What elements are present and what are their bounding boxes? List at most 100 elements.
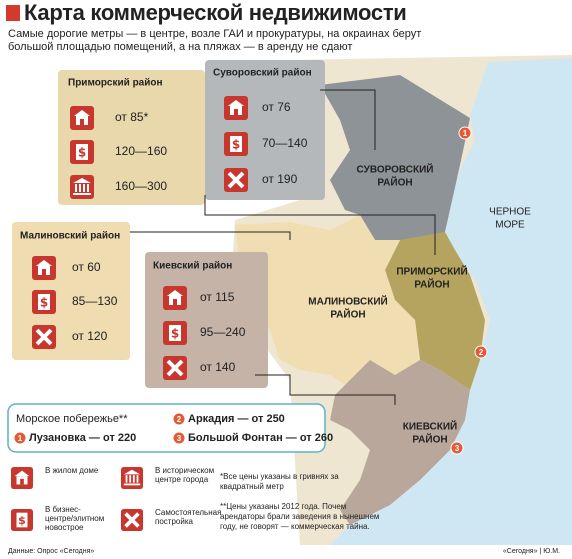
icon-sign: $ bbox=[78, 146, 86, 160]
box-malinovsky bbox=[12, 222, 130, 360]
icon-tool bbox=[124, 512, 140, 528]
icon-doc bbox=[76, 144, 88, 160]
connector bbox=[130, 231, 291, 240]
coast-marker bbox=[173, 413, 185, 425]
price: от 85* bbox=[115, 110, 149, 124]
icon-columns bbox=[121, 467, 143, 489]
map-marker bbox=[474, 345, 488, 359]
box-suvorovsky bbox=[205, 60, 325, 200]
district-malinovsky bbox=[235, 215, 420, 385]
icon-col bbox=[79, 184, 81, 192]
coast-marker bbox=[14, 432, 26, 444]
icon-sign: $ bbox=[18, 514, 26, 527]
credit: «Сегодня» | Ю.М. bbox=[502, 548, 560, 555]
icon-doc bbox=[230, 136, 242, 152]
district-primorsky bbox=[385, 232, 485, 390]
legend-text: В историческом центре города bbox=[155, 466, 215, 484]
coast-title: Морское побережье** bbox=[16, 413, 128, 425]
district-title: Малиновский район bbox=[20, 231, 120, 242]
district-title: Суворовский район bbox=[213, 68, 312, 79]
icon-dollar: $ bbox=[11, 509, 33, 531]
icon-door bbox=[20, 478, 24, 485]
map-marker-num: 2 bbox=[479, 348, 484, 357]
map-label: РАЙОН bbox=[330, 308, 365, 321]
icon-tools bbox=[224, 168, 248, 192]
icon-door bbox=[173, 299, 177, 305]
source: Данные: Опрос «Сегодня» bbox=[8, 548, 95, 555]
icon-roof bbox=[123, 469, 141, 475]
icon-tool bbox=[166, 359, 184, 377]
map-label: РАЙОН bbox=[377, 176, 412, 189]
map-label: МОРЕ bbox=[495, 220, 525, 231]
icon-dollar: $ bbox=[163, 321, 187, 345]
subtitle: Самые дорогие метры — в центре, возле ГА… bbox=[8, 28, 422, 53]
price: от 140 bbox=[200, 360, 236, 374]
icon-dollar: $ bbox=[224, 132, 248, 156]
district-suvorovsky bbox=[320, 75, 470, 250]
icon-col bbox=[75, 184, 77, 192]
icon-base bbox=[73, 193, 91, 195]
price: 70—140 bbox=[262, 136, 308, 150]
icon-tools bbox=[32, 325, 56, 349]
icon-house bbox=[224, 96, 248, 120]
legend-text: В бизнес-центре/элитном новострое bbox=[45, 505, 105, 532]
price: от 60 bbox=[72, 260, 101, 274]
icon-door bbox=[42, 269, 46, 275]
icon-door bbox=[80, 119, 84, 125]
icon-tool bbox=[227, 171, 245, 189]
legend-text: В жилом доме bbox=[45, 466, 99, 475]
coast-item: Аркадия — от 250 bbox=[188, 413, 285, 425]
box-primorsky bbox=[58, 70, 205, 205]
map-label: ПРИМОРСКИЙ bbox=[396, 265, 467, 278]
icon-door bbox=[234, 109, 238, 115]
connector bbox=[255, 374, 396, 405]
icon-col bbox=[87, 184, 89, 192]
icon-sign: $ bbox=[171, 327, 179, 341]
map-label: СУВОРОВСКИЙ bbox=[357, 163, 434, 176]
connectors bbox=[130, 89, 436, 405]
connector bbox=[204, 195, 436, 255]
icon-dollar: $ bbox=[70, 140, 94, 164]
icon-col bbox=[83, 184, 85, 192]
icon-roof bbox=[228, 100, 244, 106]
legend-text: Самостоятельная постройка bbox=[155, 508, 222, 526]
coast-item: Большой Фонтан — от 260 bbox=[188, 432, 333, 444]
icon-dollar: $ bbox=[32, 290, 56, 314]
icon-col bbox=[132, 475, 135, 483]
icon-doc bbox=[169, 325, 181, 341]
icon-base bbox=[123, 483, 141, 486]
price: от 115 bbox=[200, 290, 235, 304]
price: от 76 bbox=[262, 100, 291, 114]
price: от 190 bbox=[262, 172, 298, 186]
icon-roof bbox=[73, 178, 91, 183]
icon-house bbox=[11, 467, 33, 489]
map-marker bbox=[458, 126, 472, 140]
price: 95—240 bbox=[200, 325, 246, 339]
icon-sign: $ bbox=[40, 296, 48, 310]
icon-doc bbox=[38, 294, 50, 310]
icon-house bbox=[32, 256, 56, 280]
price: от 120 bbox=[72, 329, 108, 343]
coast-marker bbox=[173, 432, 185, 444]
price: 160—300 bbox=[115, 179, 167, 193]
district-title: Киевский район bbox=[153, 261, 232, 272]
icon-col bbox=[136, 475, 139, 483]
icon-roof bbox=[14, 470, 30, 477]
map-label: РАЙОН bbox=[412, 433, 447, 446]
icon-tool bbox=[35, 328, 53, 346]
map-label: КИЕВСКИЙ bbox=[403, 420, 458, 433]
map-marker bbox=[450, 441, 464, 455]
connector bbox=[320, 89, 376, 150]
note: **Цены указаны 2012 года. Почем арендато… bbox=[220, 502, 380, 531]
icon-house bbox=[163, 286, 187, 310]
title-marker bbox=[6, 5, 20, 21]
map-label: РАЙОН bbox=[414, 278, 449, 291]
icon-sign: $ bbox=[232, 138, 240, 152]
icon-tools bbox=[163, 356, 187, 380]
coast-item: Лузановка — от 220 bbox=[29, 432, 136, 444]
map-label: МАЛИНОВСКИЙ bbox=[308, 295, 387, 308]
map-marker-num: 3 bbox=[455, 444, 460, 453]
sea bbox=[330, 58, 572, 545]
note: *Все цены указаны в гривнях за квадратны… bbox=[220, 472, 339, 491]
